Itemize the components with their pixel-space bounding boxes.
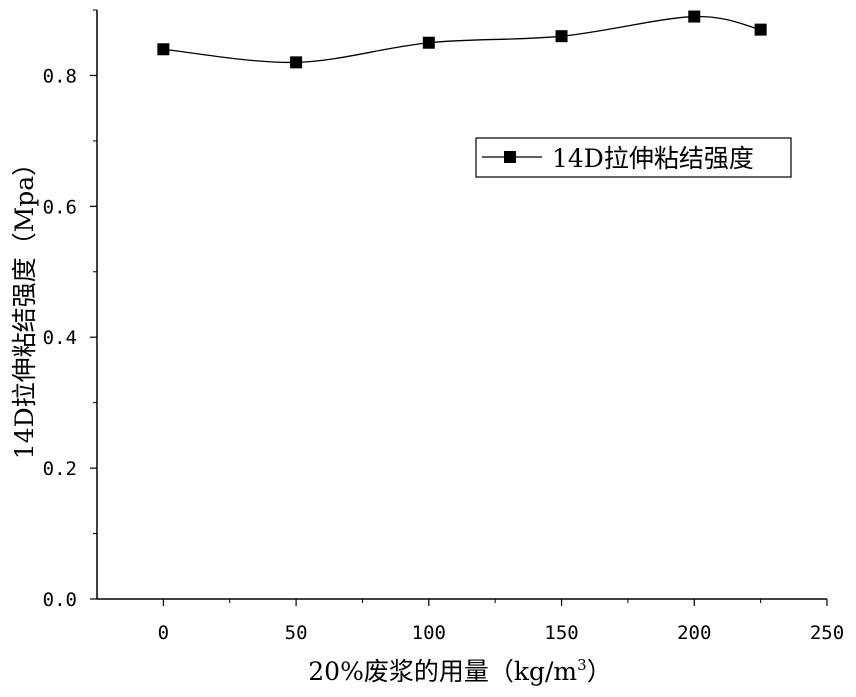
x-tick-label: 250: [810, 622, 844, 644]
y-ticks: 0.0 0.2 0.4 0.6 0.8: [43, 9, 97, 611]
y-tick-label: 0.6: [43, 196, 77, 218]
y-tick-label: 0.0: [43, 589, 77, 611]
data-point-marker: [422, 36, 435, 49]
y-tick-label: 0.8: [43, 65, 77, 87]
x-axis-title-close: ）: [587, 657, 612, 686]
data-point-marker: [157, 43, 170, 56]
legend-label: 14D拉伸粘结强度: [552, 144, 754, 173]
y-axis-title: 14D拉伸粘结强度（Mpa）: [10, 151, 39, 459]
data-point-marker: [688, 10, 701, 23]
legend: 14D拉伸粘结强度: [475, 137, 792, 178]
x-ticks: 0 50 100 150 200 250: [158, 599, 844, 644]
data-point-marker: [754, 23, 767, 36]
legend-marker-square: [504, 151, 516, 163]
y-tick-label: 0.4: [43, 327, 77, 349]
x-tick-label: 150: [544, 622, 578, 644]
x-axis-title-main: 20%废浆的用量（kg/m: [308, 657, 577, 686]
x-axis-title: 20%废浆的用量（kg/m3）: [308, 656, 611, 686]
series-line: [163, 15, 761, 64]
data-point-marker: [555, 30, 568, 43]
x-tick-label: 50: [285, 622, 308, 644]
axes: [96, 10, 827, 600]
x-tick-label: 0: [158, 622, 169, 644]
y-tick-label: 0.2: [43, 458, 77, 480]
x-tick-label: 200: [677, 622, 711, 644]
data-point-marker: [290, 56, 303, 69]
x-axis-title-superscript: 3: [577, 656, 587, 674]
series-layer: [157, 10, 767, 69]
x-tick-label: 100: [412, 622, 446, 644]
